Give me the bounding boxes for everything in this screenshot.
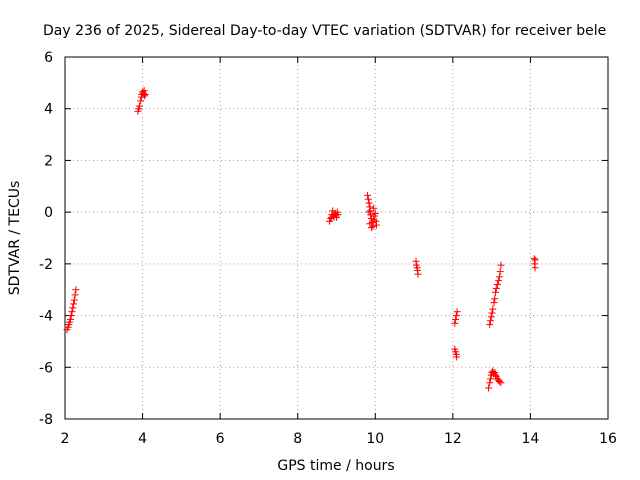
data-point bbox=[495, 273, 503, 281]
data-point bbox=[365, 199, 373, 207]
data-point bbox=[72, 286, 80, 294]
axes-ticks bbox=[64, 56, 609, 420]
data-point bbox=[497, 379, 505, 387]
data-point bbox=[453, 353, 461, 361]
data-point bbox=[141, 92, 149, 100]
data-point bbox=[364, 195, 372, 203]
data-point bbox=[66, 315, 74, 323]
data-point bbox=[67, 312, 75, 320]
data-point bbox=[486, 321, 494, 329]
data-point bbox=[486, 375, 494, 383]
data-point bbox=[453, 308, 461, 316]
data-point bbox=[493, 281, 501, 289]
data-point bbox=[365, 208, 373, 216]
data-points bbox=[63, 87, 539, 392]
data-point bbox=[531, 264, 539, 272]
data-point bbox=[137, 97, 145, 105]
data-point bbox=[370, 204, 378, 212]
data-point bbox=[488, 309, 496, 317]
y-tick-label: 6 bbox=[44, 50, 53, 66]
y-tick-label: -8 bbox=[39, 412, 53, 428]
data-point bbox=[452, 315, 460, 323]
data-point bbox=[495, 277, 503, 285]
y-axis-label: SDTVAR / TECUs bbox=[7, 181, 23, 296]
data-point bbox=[486, 379, 494, 387]
data-point bbox=[497, 261, 505, 269]
data-point bbox=[135, 102, 143, 110]
x-tick-label: 14 bbox=[522, 431, 540, 447]
data-point bbox=[68, 308, 76, 316]
data-point bbox=[489, 305, 497, 313]
data-point bbox=[141, 90, 149, 98]
data-point bbox=[491, 295, 499, 303]
data-point bbox=[485, 384, 493, 392]
x-tick-label: 2 bbox=[61, 431, 70, 447]
data-point bbox=[486, 317, 494, 325]
grid bbox=[65, 57, 608, 419]
data-point bbox=[371, 209, 379, 217]
x-tick-label: 8 bbox=[293, 431, 302, 447]
y-tick-label: 0 bbox=[44, 205, 53, 221]
plot-frame bbox=[64, 56, 609, 420]
data-point bbox=[414, 270, 422, 278]
x-tick-label: 12 bbox=[444, 431, 462, 447]
data-point bbox=[364, 191, 372, 199]
x-tick-label: 10 bbox=[366, 431, 384, 447]
data-point bbox=[496, 268, 504, 276]
data-point bbox=[69, 304, 77, 312]
tick-labels: 2 4 6 8 10 12 14 16 6 4 2 0 -2 -4 -6 -8 bbox=[39, 50, 617, 447]
y-tick-label: -2 bbox=[39, 257, 53, 273]
data-point bbox=[366, 220, 374, 228]
data-point bbox=[70, 300, 78, 308]
x-tick-label: 16 bbox=[599, 431, 617, 447]
y-tick-label: 2 bbox=[44, 153, 53, 169]
data-point bbox=[495, 378, 503, 386]
data-point bbox=[490, 299, 498, 307]
x-tick-label: 4 bbox=[138, 431, 147, 447]
data-point bbox=[492, 288, 500, 296]
data-point bbox=[487, 313, 495, 321]
data-point bbox=[452, 312, 460, 320]
y-tick-label: -6 bbox=[39, 360, 53, 376]
data-point bbox=[372, 221, 380, 229]
y-tick-label: -4 bbox=[39, 309, 53, 325]
x-tick-label: 6 bbox=[216, 431, 225, 447]
data-point bbox=[71, 291, 79, 299]
data-point bbox=[492, 371, 500, 379]
x-axis-label: GPS time / hours bbox=[277, 458, 394, 474]
data-point bbox=[70, 296, 78, 304]
y-tick-label: 4 bbox=[44, 102, 53, 118]
data-point bbox=[492, 284, 500, 292]
data-point bbox=[451, 319, 459, 327]
data-point bbox=[334, 211, 342, 219]
chart-title: Day 236 of 2025, Sidereal Day-to-day VTE… bbox=[43, 23, 606, 39]
data-point bbox=[367, 224, 375, 232]
